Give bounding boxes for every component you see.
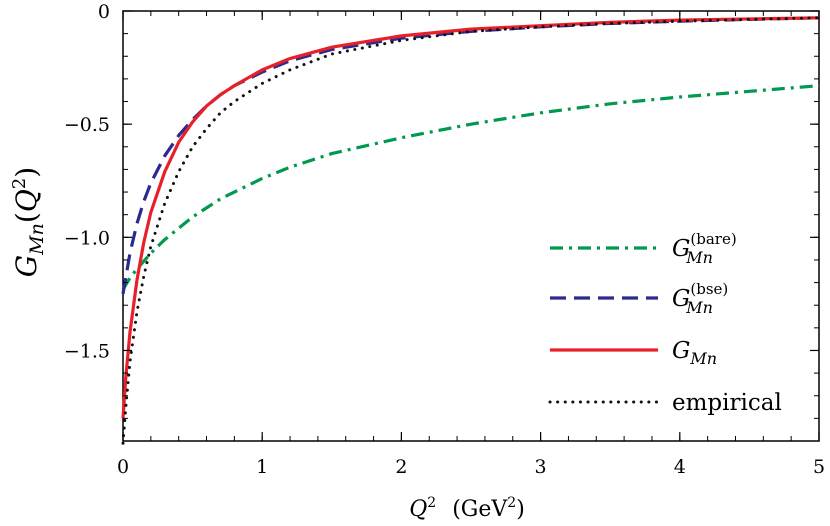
series-line-2 xyxy=(121,16,820,419)
y-axis-title: GMn(Q2) xyxy=(9,167,48,277)
x-tick-label: 0 xyxy=(117,456,129,478)
legend: G(bare) Mn G(bse) Mn GMn empirical xyxy=(548,230,782,416)
series-line-0 xyxy=(121,84,820,291)
series-lines xyxy=(121,16,821,445)
series-line-1 xyxy=(121,16,820,295)
legend-label-1: G(bse) Mn xyxy=(672,280,728,317)
tick-marks xyxy=(122,10,820,442)
plot-frame xyxy=(122,10,820,442)
x-axis-title: Q2 (GeV2) xyxy=(409,495,525,522)
legend-label-0: G(bare) Mn xyxy=(672,230,737,267)
y-tick-label: −0.5 xyxy=(64,114,110,136)
legend-label-3: empirical xyxy=(672,390,782,416)
legend-label-2: GMn xyxy=(672,338,717,368)
y-tick-label: 0 xyxy=(98,1,110,23)
x-tick-label: 5 xyxy=(813,456,825,478)
x-tick-label: 2 xyxy=(395,456,407,478)
axes-frame xyxy=(122,10,820,442)
x-tick-label: 1 xyxy=(256,456,268,478)
y-tick-label: −1.5 xyxy=(64,340,110,362)
y-tick-label: −1.0 xyxy=(64,227,110,249)
tick-labels: 0 1 2 3 4 5 0 −0.5 −1.0 −1.5 xyxy=(64,1,825,478)
x-tick-label: 4 xyxy=(674,456,686,478)
x-tick-label: 3 xyxy=(535,456,547,478)
